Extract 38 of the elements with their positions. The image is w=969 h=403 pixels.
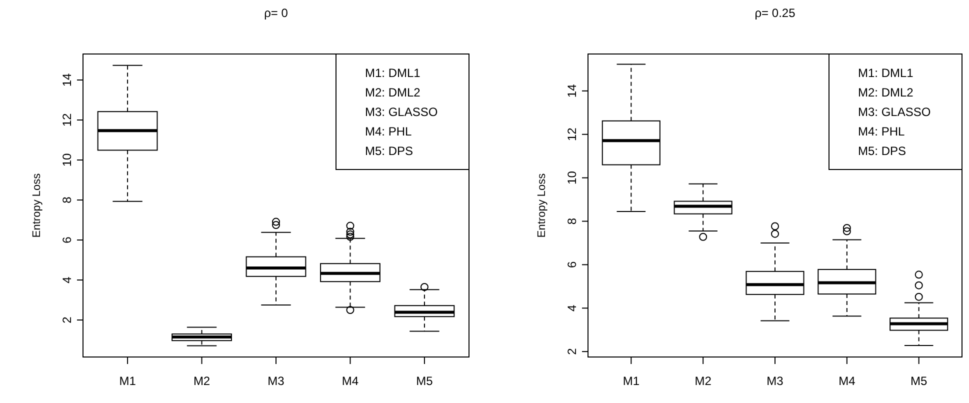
y-tick-label: 14 [565, 84, 579, 98]
y-tick-label: 4 [565, 304, 579, 312]
annotation: M2: DML2 [365, 86, 421, 100]
y-tick-label: 4 [60, 276, 74, 284]
chart-title: ρ= 0 [264, 6, 288, 20]
annotation: M3: GLASSO [858, 105, 931, 119]
y-tick-label: 10 [60, 153, 74, 167]
x-tick-label: M3 [268, 374, 285, 388]
annotation: M4: PHL [858, 124, 906, 138]
x-tick-label: M5 [910, 374, 928, 388]
x-tick-label: M5 [416, 374, 434, 388]
annotation: M5: DPS [365, 144, 414, 158]
x-tick-label: M4 [342, 374, 359, 388]
y-tick-label: 8 [60, 196, 74, 204]
y-tick-label: 10 [565, 170, 579, 184]
y-tick-label: 14 [60, 73, 74, 87]
annotation: M3: GLASSO [365, 105, 438, 119]
annotation: M2: DML2 [858, 86, 914, 100]
annotation: M4: PHL [365, 124, 412, 138]
y-tick-label: 12 [60, 113, 74, 127]
x-tick-label: M4 [838, 374, 856, 388]
y-tick-label: 8 [565, 218, 579, 225]
y-tick-label: 2 [60, 316, 74, 324]
x-tick-label: M2 [694, 374, 712, 388]
x-tick-label: M1 [622, 374, 640, 388]
y-tick-label: 2 [565, 348, 579, 355]
annotation: M1: DML1 [365, 66, 421, 80]
y-axis-title: Entropy Loss [536, 172, 548, 238]
y-axis-title: Entropy Loss [31, 172, 43, 238]
annotation: M1: DML1 [858, 66, 914, 80]
y-tick-label: 12 [565, 127, 579, 142]
x-tick-label: M1 [119, 374, 136, 388]
chart-title: ρ= 0.25 [754, 6, 796, 20]
x-tick-label: M2 [193, 374, 210, 388]
y-tick-label: 6 [60, 236, 74, 244]
y-tick-label: 6 [565, 261, 579, 268]
x-tick-label: M3 [766, 374, 784, 388]
annotation: M5: DPS [858, 144, 906, 158]
